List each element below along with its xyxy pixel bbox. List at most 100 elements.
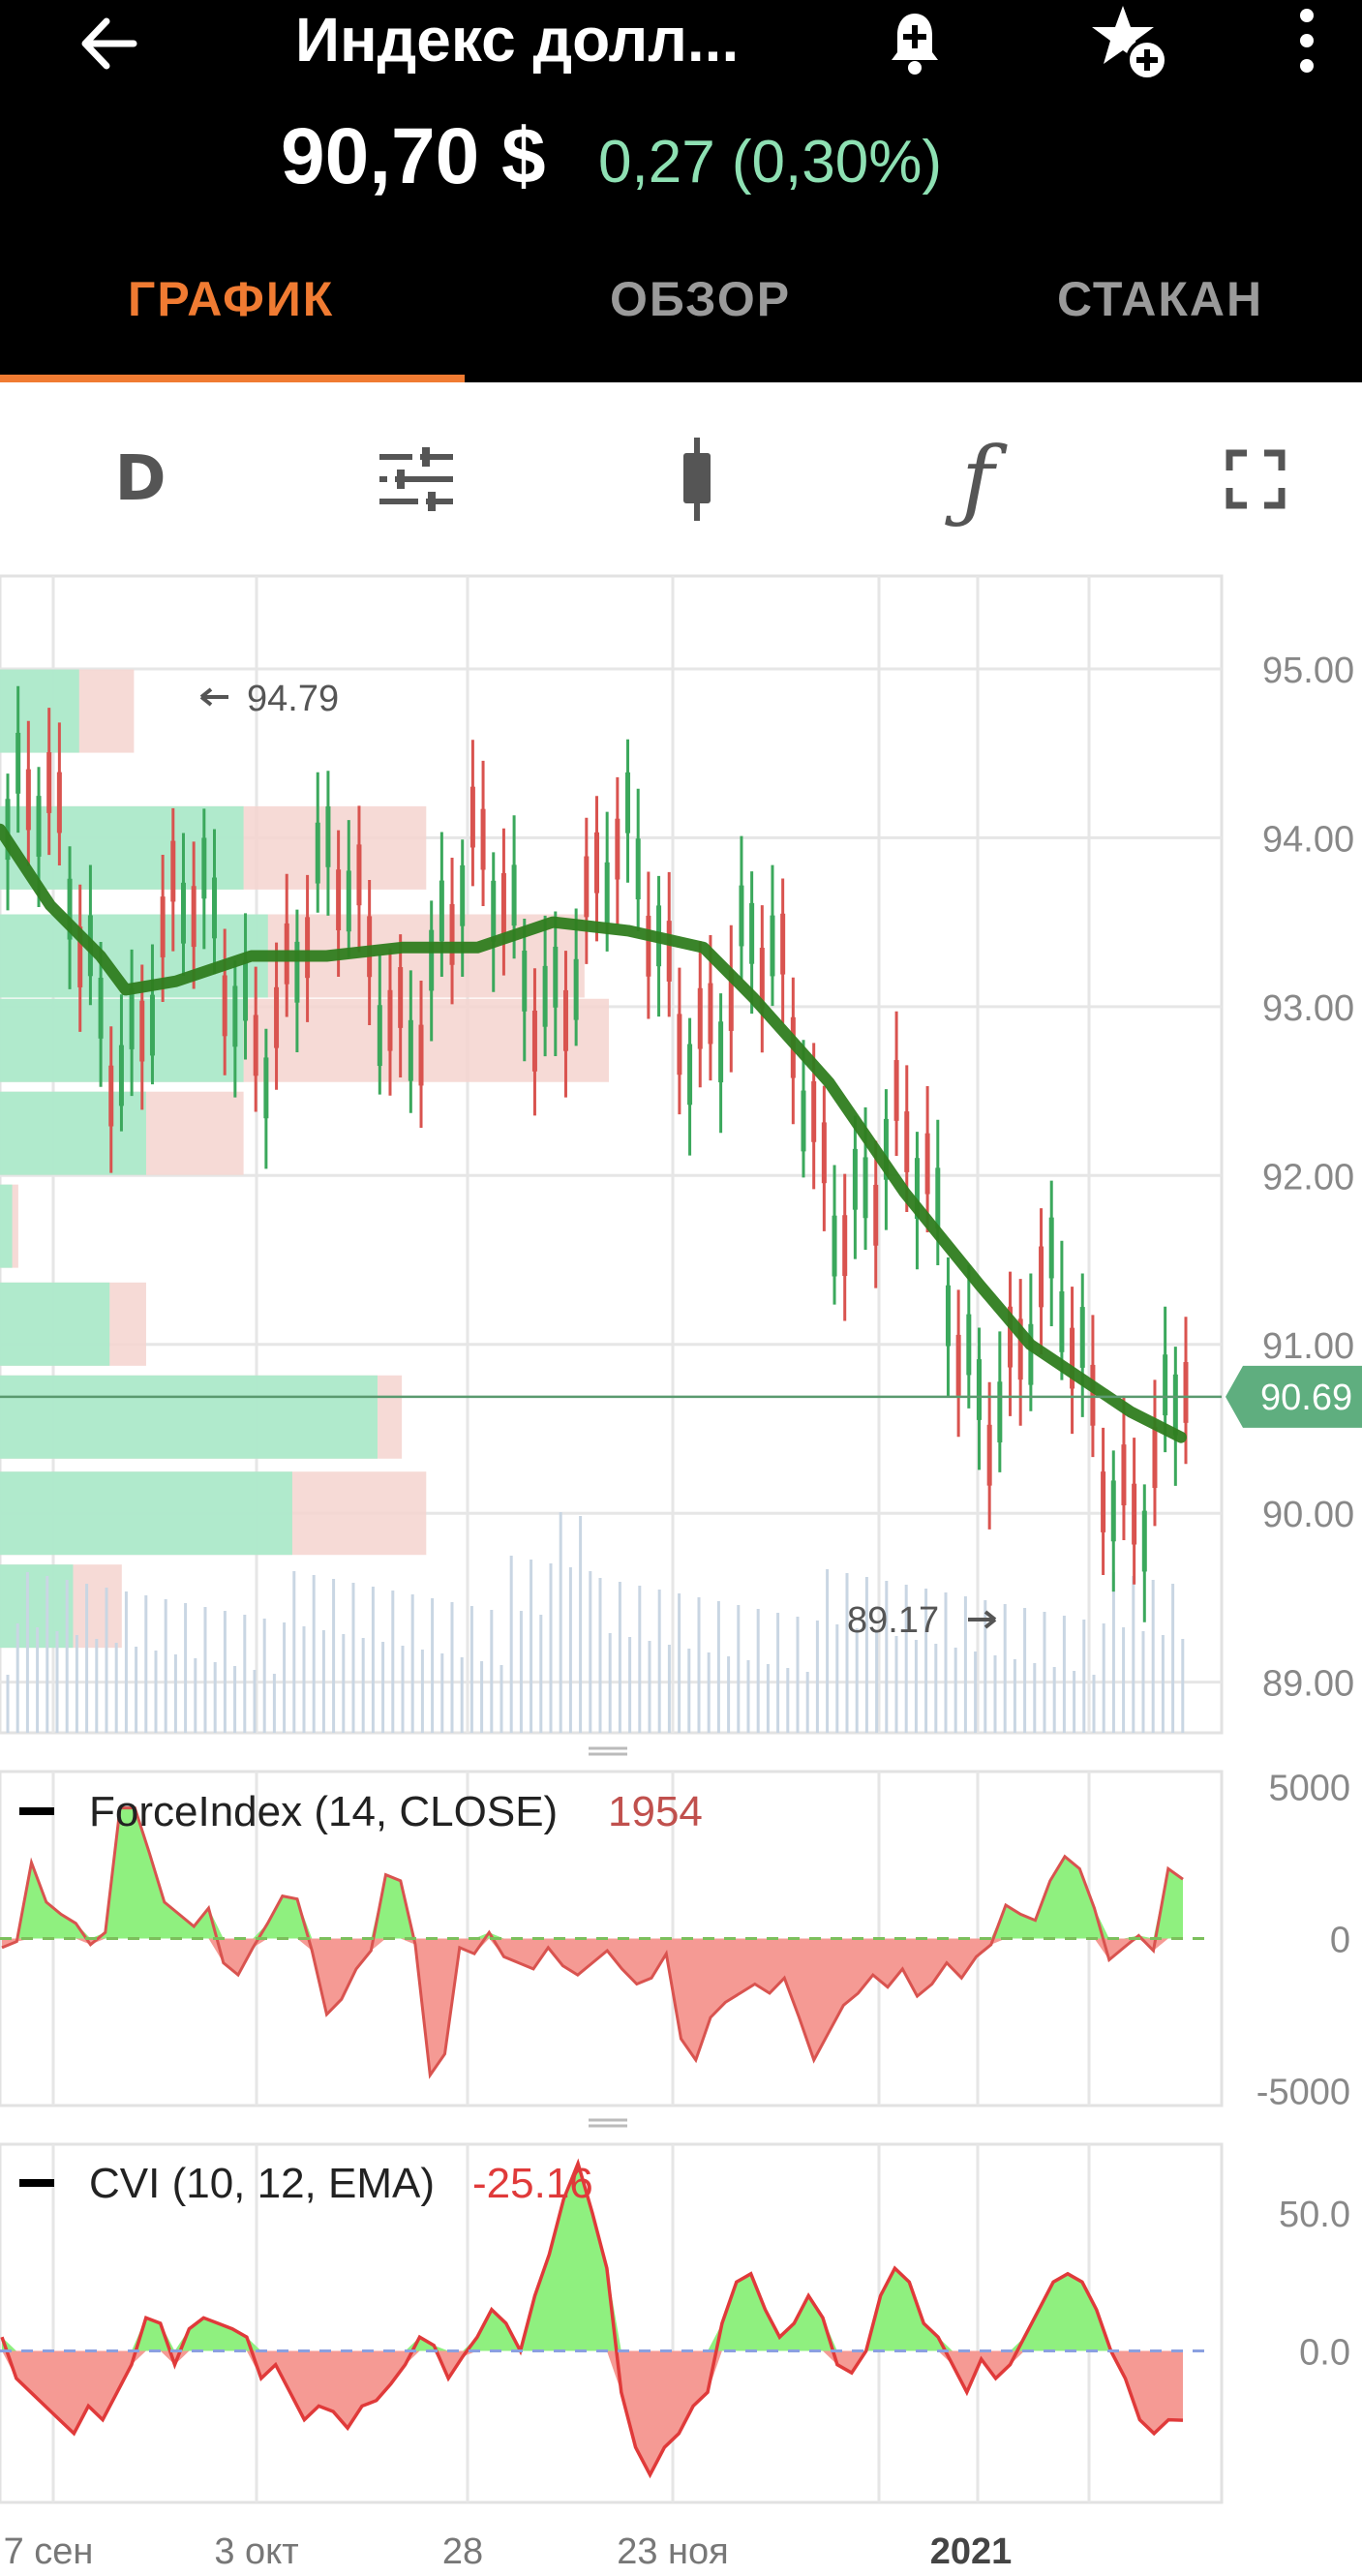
candle-body [893,1060,899,1121]
candle-body [56,772,62,833]
candle-body [469,786,475,848]
candle-body [1079,1307,1085,1368]
candle-body [1039,1246,1044,1308]
price-axis-label: 95.00 [1262,651,1354,691]
candle-body [966,1314,972,1376]
candle-body [562,989,568,1051]
high-value-label: 94.79 [247,679,339,719]
cvi-line [0,2158,1184,2479]
cvi-negative-area [2,2350,1183,2475]
active-tab-indicator [0,375,465,382]
tab-overview[interactable]: ОБЗОР [610,272,792,326]
candle-body [305,917,311,979]
cvi-positive-area [2,2163,1183,2351]
candle-body [511,864,517,926]
pane-resize-handle[interactable] [589,1746,627,1756]
candle-body [139,1000,145,1062]
force-index-value: 1954 [608,1788,703,1835]
price-axis-label: 90.00 [1262,1495,1354,1535]
candle-body [780,913,786,975]
legend-dash-icon [19,2179,54,2187]
candle-body [687,1044,693,1106]
candle-body [955,1334,961,1396]
candle-body [635,838,641,900]
candle-body [749,902,755,964]
low-annotation: 89.17 [847,1600,997,1641]
candle-body [1141,1510,1147,1572]
cvi-axis-label: 0.0 [1299,2332,1350,2373]
candle-body [842,1215,848,1277]
candle-body [46,752,52,813]
candle-body [191,886,197,948]
more-vertical-icon[interactable] [1287,4,1326,81]
candle-body [408,1019,413,1081]
force-index-axis-label: 5000 [1268,1769,1350,1809]
candle-body [274,986,280,1048]
fullscreen-icon[interactable] [1222,431,1289,528]
candle-body [666,921,672,982]
cvi-pane-frame [0,2142,1224,2504]
candle-body [1163,1354,1168,1416]
candle-body [924,1133,930,1195]
candle-body [573,958,579,1020]
candle-body [945,1285,951,1347]
bell-plus-icon[interactable] [876,2,953,79]
candle-body [1090,1364,1096,1426]
candle-body [1121,1444,1127,1505]
candle-body [770,915,775,977]
candle-body [1183,1362,1189,1423]
function-icon[interactable]: ƒ [960,427,995,531]
candle-body [542,965,548,1027]
candle-body [811,1080,817,1142]
price-axis-label: 94.00 [1262,819,1354,860]
candle-body [801,1090,806,1152]
force-index-pane-frame [0,1770,1224,2107]
candlestick-icon[interactable] [668,431,726,528]
cvi-value: -25.16 [472,2160,593,2207]
candle-body [1110,1480,1116,1542]
date-axis-label: 23 ноя [617,2531,729,2572]
force-index-line [1,1806,1184,2079]
candle-body [336,869,342,931]
candle-body [212,877,218,939]
candle-body [604,862,610,924]
low-value-label: 89.17 [847,1600,939,1641]
cvi-legend: CVI (10, 12, EMA) -25.16 [19,2160,593,2207]
force-index-negative-area [2,1938,1183,2076]
period-button[interactable]: D [114,443,166,515]
candle-body [418,1024,424,1086]
candle-body [346,870,351,932]
sliders-icon[interactable] [373,431,460,528]
cvi-name: CVI (10, 12, EMA) [89,2160,435,2207]
candle-body [325,805,331,867]
current-price-tag-label: 90.69 [1260,1378,1352,1418]
tab-order-book[interactable]: СТАКАН [1057,272,1264,326]
candle-body [997,1381,1003,1443]
tab-chart[interactable]: ГРАФИК [128,272,335,326]
candle-body [460,864,466,926]
candle-body [584,856,590,918]
price-chart-area[interactable]: 95.00 94.00 93.00 92.00 91.00 90.00 89.00 90.6… [0,571,1362,2576]
candle-body [377,1005,382,1067]
candle-body [1172,1374,1178,1436]
pane-resize-handle[interactable] [589,2118,627,2128]
force-index-axis-label: -5000 [1256,2072,1350,2112]
candle-body [739,885,744,947]
candle-body [553,946,559,1008]
price-axis-label: 93.00 [1262,988,1354,1029]
current-price: 90,70 $ [281,112,546,200]
candle-body [522,951,528,1012]
candle-body [976,1359,982,1420]
candle-body [77,926,83,987]
candle-body [118,1045,124,1106]
candle-body [315,822,320,884]
back-arrow-icon[interactable] [76,10,143,77]
candle-body [36,796,42,857]
volume-profile-buy-bar [0,1184,13,1268]
candle-body [439,880,444,942]
candle-body [1008,1306,1014,1368]
price-axis-label: 91.00 [1262,1326,1354,1367]
star-plus-icon[interactable] [1086,0,1173,87]
date-axis-label: 3 окт [214,2531,298,2572]
current-price-tag: 90.69 [1226,1365,1362,1428]
